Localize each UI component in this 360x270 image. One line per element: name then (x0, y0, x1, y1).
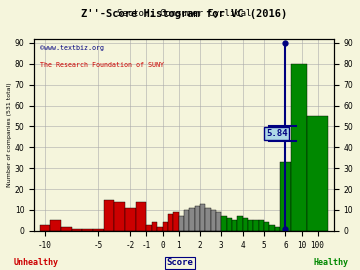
Bar (307, 116, 328, 231)
Bar (50, 220, 61, 231)
Bar (216, 212, 221, 231)
Bar (264, 222, 269, 231)
Bar (152, 222, 157, 231)
Bar (184, 210, 189, 231)
Text: The Research Foundation of SUNY: The Research Foundation of SUNY (40, 62, 164, 68)
Text: Healthy: Healthy (314, 258, 349, 267)
Bar (168, 214, 173, 231)
Bar (157, 227, 162, 231)
Bar (125, 208, 136, 231)
Bar (243, 218, 248, 231)
Bar (205, 208, 211, 231)
Bar (173, 212, 179, 231)
Bar (275, 227, 280, 231)
Bar (280, 162, 291, 231)
Text: Score: Score (167, 258, 193, 267)
Bar (189, 208, 195, 231)
Bar (136, 202, 147, 231)
Bar (248, 220, 253, 231)
Bar (232, 220, 237, 231)
Bar (82, 229, 93, 231)
Y-axis label: Number of companies (531 total): Number of companies (531 total) (7, 83, 12, 187)
Bar (253, 220, 259, 231)
Bar (211, 210, 216, 231)
Bar (200, 204, 205, 231)
Bar (104, 200, 114, 231)
Text: 5.84: 5.84 (266, 129, 288, 138)
Bar (40, 225, 50, 231)
Bar (179, 216, 184, 231)
Title: Z''-Score Histogram for VC (2016): Z''-Score Histogram for VC (2016) (81, 9, 287, 19)
Text: Unhealthy: Unhealthy (14, 258, 58, 267)
Text: Sector: Consumer Cyclical: Sector: Consumer Cyclical (117, 9, 251, 18)
Bar (259, 220, 264, 231)
Bar (237, 216, 243, 231)
Bar (61, 227, 72, 231)
Bar (227, 218, 232, 231)
Text: ©www.textbiz.org: ©www.textbiz.org (40, 45, 104, 50)
Bar (162, 222, 168, 231)
Bar (221, 216, 227, 231)
Bar (114, 202, 125, 231)
Bar (195, 206, 200, 231)
Bar (291, 64, 307, 231)
Bar (147, 225, 152, 231)
Bar (93, 229, 104, 231)
Bar (269, 225, 275, 231)
Bar (72, 229, 82, 231)
